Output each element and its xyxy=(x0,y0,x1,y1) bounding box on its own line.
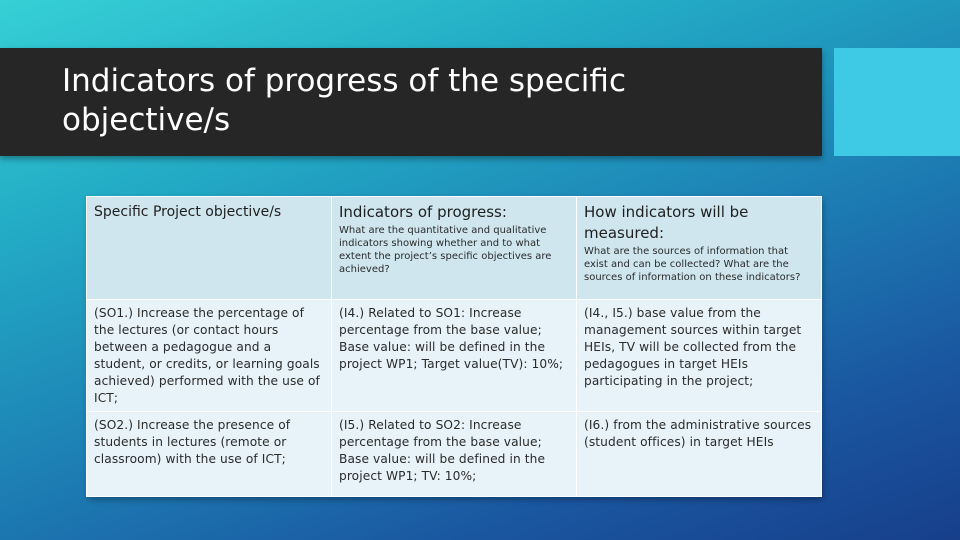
header-title: How indicators will be measured: xyxy=(584,203,749,242)
header-cell-measurement: How indicators will be measured: What ar… xyxy=(576,196,822,300)
header-cell-indicators: Indicators of progress: What are the qua… xyxy=(331,196,577,300)
header-cell-objectives: Specific Project objective/s xyxy=(86,196,332,300)
table-row: (SO1.) Increase the percentage of the le… xyxy=(86,299,822,412)
title-bar xyxy=(0,48,822,156)
table-header-row: Specific Project objective/s Indicators … xyxy=(86,196,822,300)
header-subtitle: What are the sources of information that… xyxy=(584,246,801,283)
header-title: Indicators of progress: xyxy=(339,203,507,221)
table-cell: (I5.) Related to SO2: Increase percentag… xyxy=(331,411,577,497)
header-title: Specific Project objective/s xyxy=(94,204,282,220)
table-cell: (SO1.) Increase the percentage of the le… xyxy=(86,299,332,412)
accent-box xyxy=(834,48,960,156)
table-cell: (SO2.) Increase the presence of students… xyxy=(86,411,332,497)
table-row: (SO2.) Increase the presence of students… xyxy=(86,411,822,497)
slide-title: Indicators of progress of the specific o… xyxy=(62,63,626,138)
indicators-table: Specific Project objective/s Indicators … xyxy=(86,196,822,497)
header-subtitle: What are the quantitative and qualitativ… xyxy=(339,225,552,275)
table-cell: (I4., I5.) base value from the managemen… xyxy=(576,299,822,412)
table-cell: (I4.) Related to SO1: Increase percentag… xyxy=(331,299,577,412)
table-cell: (I6.) from the administrative sources (s… xyxy=(576,411,822,497)
